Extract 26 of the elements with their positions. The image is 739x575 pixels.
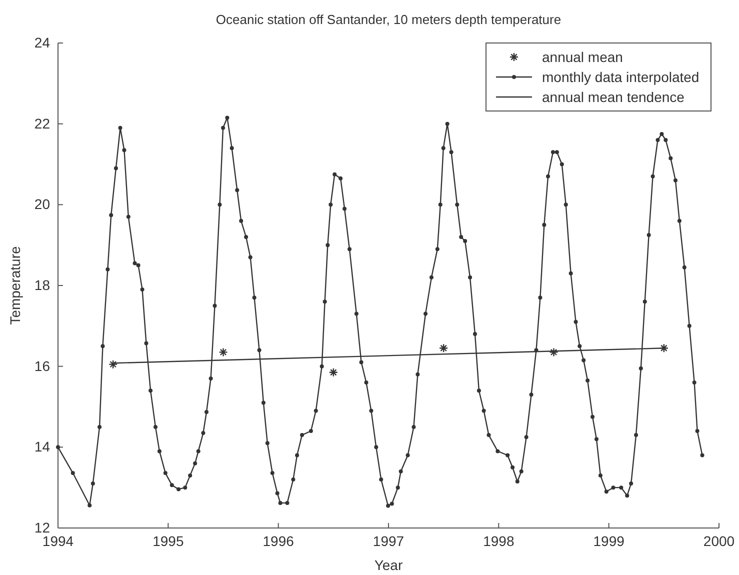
y-tick-label: 20 xyxy=(34,196,50,212)
point xyxy=(108,360,118,369)
y-tick-label: 18 xyxy=(34,276,50,293)
point xyxy=(659,344,669,353)
legend-label: annual mean tendence xyxy=(542,89,685,105)
legend-label: annual mean xyxy=(542,49,623,65)
x-tick-label: 1998 xyxy=(483,532,514,549)
point xyxy=(438,344,448,353)
point xyxy=(218,348,228,357)
x-tick-label: 1994 xyxy=(42,532,74,549)
y-tick-label: 16 xyxy=(34,358,50,374)
x-tick-label: 2000 xyxy=(703,532,735,549)
legend-label: monthly data interpolated xyxy=(542,69,700,85)
chart-title: Oceanic station off Santander, 10 meters depth temperature xyxy=(216,12,562,27)
x-tick-label: 1999 xyxy=(593,532,625,549)
y-tick-label: 24 xyxy=(34,34,50,50)
y-tick-label: 22 xyxy=(34,115,50,132)
y-tick-label: 12 xyxy=(34,519,50,536)
x-tick-label: 1995 xyxy=(152,532,184,549)
x-axis-title: Year xyxy=(374,557,403,573)
y-axis-title: Temperature xyxy=(7,246,23,325)
y-tick-label: 14 xyxy=(34,438,50,455)
point xyxy=(549,348,558,357)
x-tick-label: 1996 xyxy=(262,532,294,549)
x-tick-label: 1997 xyxy=(372,532,404,549)
point xyxy=(328,368,338,377)
